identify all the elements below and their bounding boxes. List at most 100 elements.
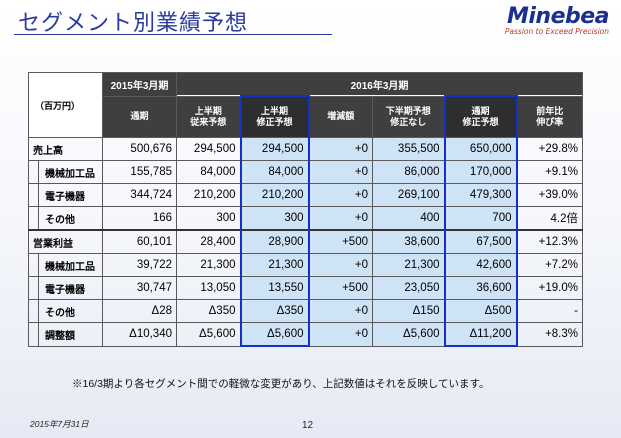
company-logo: Minebea Passion to Exceed Precision [504,4,610,36]
table-cell: +9.1% [516,160,583,184]
table-cell: 500,676 [102,137,177,161]
row-indent [28,322,39,347]
table-cell: Δ28 [102,299,177,323]
table-cell: +0 [308,183,373,207]
table-cell: Δ11,200 [443,322,518,347]
table-cell: 300 [176,206,241,231]
table-cell: +500 [308,229,373,254]
row-label: 電子機器 [38,276,103,300]
table-row: 調整額 Δ10,340 Δ5,600 Δ5,600 +0 Δ5,600 Δ11,200 +8.… [28,322,583,347]
table-cell: +19.0% [516,276,583,300]
table-cell: 86,000 [372,160,445,184]
column-header: 下半期予想 修正なし [372,95,445,138]
table-cell: 294,500 [239,137,310,161]
table-cell: +7.2% [516,253,583,277]
row-label: その他 [38,299,103,323]
table-cell: 67,500 [443,229,518,254]
row-label: 調整額 [38,322,103,347]
table-cell: Δ5,600 [372,322,445,347]
table-cell: 400 [372,206,445,231]
table-cell: 155,785 [102,160,177,184]
table-cell: +500 [308,276,373,300]
row-label: 機械加工品 [38,160,103,184]
table-cell: 355,500 [372,137,445,161]
table-row: 営業利益 60,101 28,400 28,900 +500 38,600 67,500 +1… [28,229,583,254]
table-row: 機械加工品 155,785 84,000 84,000 +0 86,000 170,000 +… [28,160,583,184]
footnote: ※16/3期より各セグメント間での軽微な変更があり、上記数値はそれを反映していま… [72,378,490,390]
table-cell: 166 [102,206,177,231]
fy2015-header: 2015年3月期 [102,72,177,97]
table-cell: 38,600 [372,229,445,254]
table-cell: Δ350 [176,299,241,323]
table-cell: +8.3% [516,322,583,347]
table-cell: +29.8% [516,137,583,161]
table-cell: 28,400 [176,229,241,254]
table-cell: 269,100 [372,183,445,207]
table-cell: +12.3% [516,229,583,254]
table-cell: - [516,299,583,323]
table-cell: 21,300 [239,253,310,277]
table-cell: +0 [308,206,373,231]
table-cell: Δ10,340 [102,322,177,347]
table-cell: 210,200 [239,183,310,207]
row-label: 電子機器 [38,183,103,207]
table-cell: Δ350 [239,299,310,323]
table-cell: 13,550 [239,276,310,300]
table-row: 売上高 500,676 294,500 294,500 +0 355,500 650,000… [28,137,583,161]
table-cell: +0 [308,137,373,161]
table-cell: +0 [308,322,373,347]
row-label: 売上高 [28,137,103,161]
table-cell: +39.0% [516,183,583,207]
table-row: 電子機器 344,724 210,200 210,200 +0 269,100 479,30… [28,183,583,207]
logo-wordmark: Minebea [506,4,610,29]
column-header: 上半期 修正予想 [239,95,310,138]
table-cell: 13,050 [176,276,241,300]
row-label: 機械加工品 [38,253,103,277]
slide-title: セグメント別業績予想 [18,11,249,36]
row-indent [28,183,39,207]
table-cell: +0 [308,299,373,323]
table-cell: +0 [308,253,373,277]
table-row: その他 166 300 300 +0 400 700 4.2倍 [28,206,583,231]
table-cell: 210,200 [176,183,241,207]
row-indent [28,160,39,184]
table-cell: 28,900 [239,229,310,254]
table-cell: 170,000 [443,160,518,184]
row-indent [28,253,39,277]
page-number: 12 [302,420,314,431]
fy2016-header: 2016年3月期 [176,72,583,97]
table-row: 機械加工品 39,722 21,300 21,300 +0 21,300 42,600 +7.… [28,253,583,277]
table-cell: 650,000 [443,137,518,161]
logo-tagline: Passion to Exceed Precision [504,27,609,36]
table-row: 電子機器 30,747 13,050 13,550 +500 23,050 36,600 +1… [28,276,583,300]
table-row: その他 Δ28 Δ350 Δ350 +0 Δ150 Δ500- [28,299,583,323]
table-cell: +0 [308,160,373,184]
table-cell: 294,500 [176,137,241,161]
row-indent [28,299,39,323]
table-cell: Δ500 [443,299,518,323]
table-cell: 36,600 [443,276,518,300]
unit-label: （百万円） [28,72,103,138]
title-underline [14,34,332,35]
table-cell: 84,000 [176,160,241,184]
column-header: 通期 [102,95,177,138]
table-cell: 344,724 [102,183,177,207]
footer-date: 2015年7月31日 [30,419,89,429]
column-header: 通期 修正予想 [443,95,518,138]
table-cell: 23,050 [372,276,445,300]
table-cell: 84,000 [239,160,310,184]
row-label: その他 [38,206,103,231]
column-header: 前年比 伸び率 [516,95,583,138]
table-cell: Δ150 [372,299,445,323]
table-cell: 42,600 [443,253,518,277]
table-cell: 300 [239,206,310,231]
table-cell: Δ5,600 [176,322,241,347]
table-cell: 39,722 [102,253,177,277]
table-cell: 4.2倍 [516,206,583,231]
segment-forecast-table: （百万円） 2015年3月期 2016年3月期 通期 上半期 従来予想 上半期 修正… [28,72,583,347]
table-cell: Δ5,600 [239,322,310,347]
column-header: 増減額 [308,95,373,138]
row-label: 営業利益 [28,229,103,254]
table-cell: 21,300 [372,253,445,277]
column-header: 上半期 従来予想 [176,95,241,138]
